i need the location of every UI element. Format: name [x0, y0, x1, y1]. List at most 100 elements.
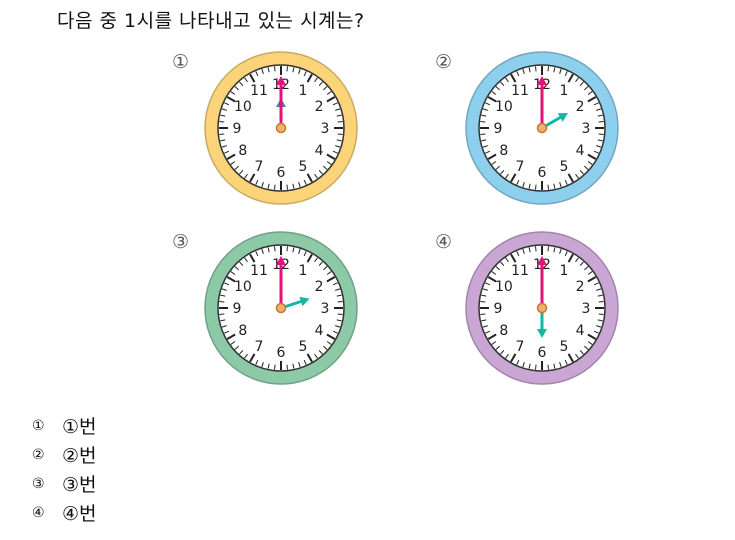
dial-tick — [535, 246, 537, 252]
dial-tick — [593, 282, 599, 286]
dial-tick — [314, 173, 318, 179]
dial-tick — [337, 133, 343, 135]
dial-number: 8 — [499, 143, 508, 159]
dial-tick — [480, 301, 486, 303]
dial-number: 11 — [250, 83, 268, 99]
option-marker: ③ — [32, 475, 45, 492]
dial-tick — [226, 153, 236, 160]
dial-number: 6 — [538, 165, 547, 181]
dial-tick — [522, 182, 525, 188]
dial-tick — [230, 91, 236, 95]
dial-tick — [487, 276, 497, 283]
dial-tick — [249, 173, 256, 183]
dial-tick — [244, 173, 248, 179]
hour-hand-tip — [537, 329, 547, 338]
dial-tick — [326, 333, 336, 340]
dial-tick — [220, 139, 226, 142]
dial-tick — [485, 102, 491, 106]
option-1[interactable]: ① ①번 — [32, 411, 97, 440]
option-label: ②번 — [62, 445, 97, 467]
dial-tick — [510, 173, 517, 183]
dial-tick — [567, 253, 574, 263]
dial-tick — [286, 66, 288, 72]
dial-tick — [239, 350, 244, 355]
dial-tick — [336, 294, 342, 297]
dial-number: 2 — [315, 99, 324, 115]
dial-tick — [505, 257, 509, 263]
dial-number: 4 — [315, 143, 324, 159]
dial-tick — [274, 246, 276, 252]
dial-tick — [306, 353, 313, 363]
dial-tick — [274, 364, 276, 370]
dial-number: 8 — [238, 143, 247, 159]
dial-tick — [303, 359, 307, 365]
dial-tick — [596, 325, 602, 328]
option-3[interactable]: ③ ③번 — [32, 469, 97, 498]
option-marker: ② — [32, 446, 45, 463]
dial-tick — [220, 294, 226, 297]
dial-tick — [516, 71, 520, 77]
question-text: 다음 중 1시를 나타내고 있는 시계는? — [57, 10, 365, 32]
dial-tick — [535, 184, 537, 190]
dial-tick — [528, 363, 531, 369]
dial-tick — [587, 276, 597, 283]
dial-tick — [500, 170, 505, 175]
dial-tick — [593, 102, 599, 106]
dial-number: 1 — [560, 83, 569, 99]
dial-number: 10 — [495, 279, 513, 295]
dial-tick — [587, 161, 593, 165]
dial-tick — [491, 341, 497, 345]
dial-tick — [522, 68, 525, 74]
dial-tick — [487, 96, 497, 103]
dial-tick — [559, 68, 562, 74]
dial-tick — [553, 183, 556, 189]
dial-tick — [535, 364, 537, 370]
dial-tick — [337, 301, 343, 303]
option-2[interactable]: ② ②번 — [32, 440, 97, 469]
dial-tick — [220, 114, 226, 117]
dial-tick — [332, 102, 338, 106]
dial-tick — [336, 114, 342, 117]
dial-number: 1 — [299, 83, 308, 99]
dial-tick — [528, 247, 531, 253]
dial-tick — [244, 77, 248, 83]
dial-tick — [564, 359, 568, 365]
dial-tick — [239, 81, 244, 86]
dial-tick — [298, 182, 301, 188]
dial-tick — [522, 248, 525, 254]
dial-number: 5 — [299, 159, 308, 175]
dial-tick — [326, 271, 332, 275]
clock-number-2: ② — [435, 51, 453, 73]
dial-tick — [559, 362, 562, 368]
dial-tick — [286, 184, 288, 190]
dial-number: 11 — [250, 263, 268, 279]
dial-tick — [528, 183, 531, 189]
dial-tick — [230, 271, 236, 275]
dial-tick — [332, 282, 338, 286]
hour-hand-tip — [299, 296, 310, 307]
dial-number: 9 — [233, 121, 242, 137]
dial-tick — [286, 246, 288, 252]
dial-tick — [267, 183, 270, 189]
dial-tick — [596, 145, 602, 148]
dial-tick — [553, 247, 556, 253]
dial-tick — [482, 325, 488, 328]
dial-tick — [485, 330, 491, 334]
dial-tick — [303, 179, 307, 185]
dial-tick — [274, 184, 276, 190]
dial-number: 6 — [277, 345, 286, 361]
dial-tick — [593, 150, 599, 154]
dial-number: 4 — [576, 143, 585, 159]
option-4[interactable]: ④ ④번 — [32, 498, 97, 527]
minute-hand-tip — [276, 256, 286, 265]
dial-tick — [584, 266, 589, 271]
dial-tick — [598, 301, 604, 303]
dial-tick — [535, 66, 537, 72]
dial-tick — [230, 161, 236, 165]
dial-number: 1 — [299, 263, 308, 279]
dial-tick — [224, 102, 230, 106]
dial-tick — [482, 145, 488, 148]
dial-tick — [230, 341, 236, 345]
dial-tick — [500, 350, 505, 355]
